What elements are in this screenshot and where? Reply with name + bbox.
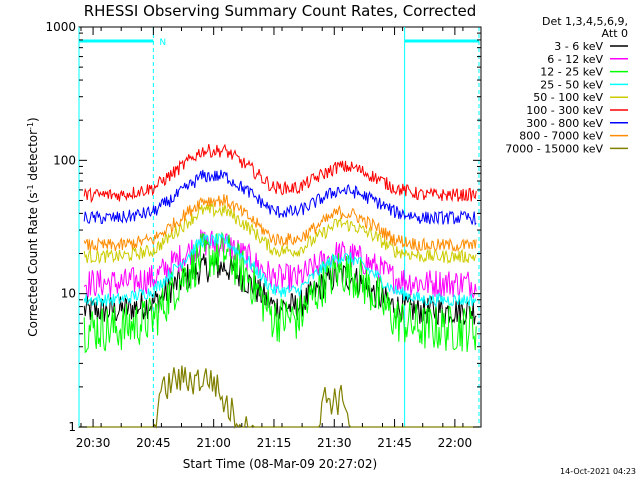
y-axis-label-end: ) <box>26 117 40 122</box>
series-lines <box>79 143 480 430</box>
chart-title: RHESSI Observing Summary Count Rates, Co… <box>84 2 477 20</box>
y-tick-label-2: 100 <box>53 153 76 167</box>
legend-label-7: 800 - 7000 keV <box>519 130 603 143</box>
plot-area <box>78 26 482 428</box>
axis-ticks: 20:30 20:45 21:00 21:15 21:30 21:45 22:00 1 10 10… <box>45 20 481 450</box>
legend-label-2: 12 - 25 keV <box>540 66 603 79</box>
legend-header-line2: Att 0 <box>602 27 628 40</box>
series-line-7 <box>83 194 477 253</box>
x-tick-label-0: 20:30 <box>76 436 111 450</box>
legend-label-8: 7000 - 15000 keV <box>505 142 603 155</box>
x-tick-label-1: 20:45 <box>136 436 171 450</box>
legend-header-line1: Det 1,3,4,5,6,9, <box>542 15 628 28</box>
series-line-0 <box>83 253 477 326</box>
y-axis-label-mid: detector <box>26 130 40 185</box>
y-tick-label-3: 1000 <box>45 20 76 34</box>
x-tick-label-6: 22:00 <box>438 436 473 450</box>
legend-label-0: 3 - 6 keV <box>554 40 603 53</box>
series-line-2 <box>83 231 477 354</box>
y-tick-label-1: 10 <box>61 287 76 301</box>
y-axis-label-main: Corrected Count Rate (s <box>26 192 40 336</box>
series-line-6 <box>83 169 477 226</box>
series-line-8 <box>79 365 480 430</box>
marker-label-0: N <box>159 38 166 48</box>
x-tick-label-3: 21:15 <box>257 436 292 450</box>
legend-label-6: 300 - 800 keV <box>526 117 603 130</box>
series-line-5 <box>83 143 477 204</box>
legend-label-5: 100 - 300 keV <box>526 104 603 117</box>
x-axis-label: Start Time (08-Mar-09 20:27:02) <box>183 457 377 471</box>
series-line-1 <box>83 229 477 299</box>
x-tick-label-4: 21:30 <box>317 436 352 450</box>
night-intervals: N <box>78 27 480 427</box>
x-tick-label-5: 21:45 <box>377 436 412 450</box>
legend-label-3: 25 - 50 keV <box>540 78 603 91</box>
x-tick-label-2: 21:00 <box>196 436 231 450</box>
series-line-4 <box>83 202 477 265</box>
plot-border <box>78 26 482 428</box>
legend-label-1: 6 - 12 keV <box>547 53 603 66</box>
y-tick-label-0: 1 <box>68 420 76 434</box>
legend-label-4: 50 - 100 keV <box>533 91 603 104</box>
y-axis-label-exp2: -1 <box>26 122 35 130</box>
y-axis-label: Corrected Count Rate (s-1 detector-1) <box>26 117 41 336</box>
series-line-3 <box>83 232 477 308</box>
y-axis-label-exp1: -1 <box>26 184 35 192</box>
date-stamp: 14-Oct-2021 04:23 <box>560 467 636 476</box>
